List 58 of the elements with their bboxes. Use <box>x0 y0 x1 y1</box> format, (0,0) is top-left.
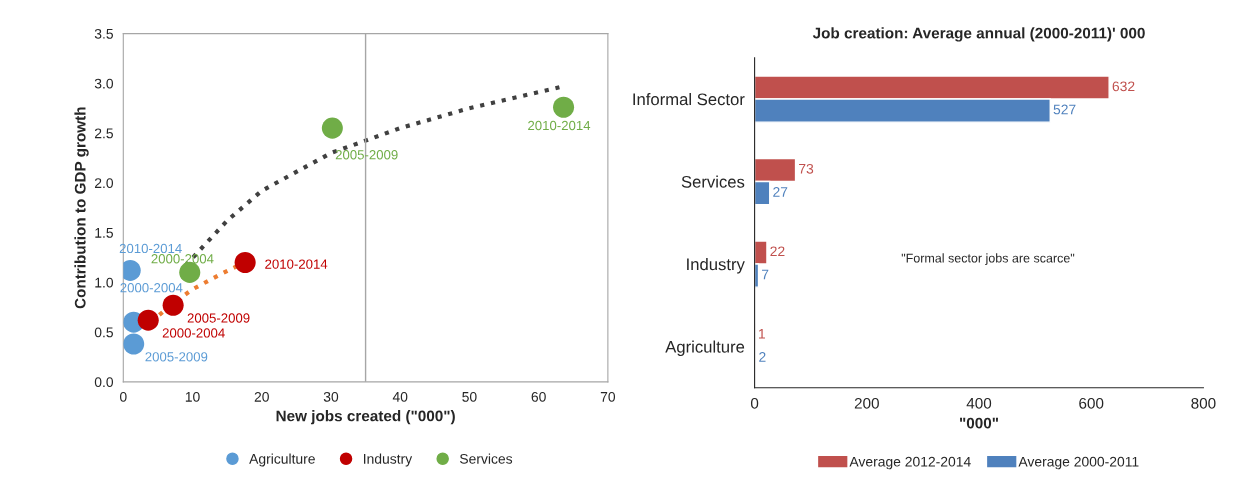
legend-label: Industry <box>364 453 413 467</box>
point <box>321 117 343 139</box>
data-label: 2005-2009 <box>145 352 208 362</box>
x-tick-label: 0 <box>750 397 759 409</box>
point <box>234 251 256 273</box>
y-tick-label: Industry <box>687 258 745 274</box>
data-label: 2000-2004 <box>120 283 183 293</box>
y-tick-label: 0.5 <box>94 327 113 338</box>
x-tick-label: 600 <box>1079 397 1104 409</box>
legend-label: Services <box>459 453 513 464</box>
point <box>137 309 159 331</box>
data-label: 2005-2009 <box>187 313 250 323</box>
legend-label: Average 2000-2011 <box>1018 456 1139 470</box>
y-tick-label: Services <box>681 175 745 188</box>
data-label: 2010-2014 <box>119 243 182 254</box>
y-tick-label: 1.0 <box>95 277 114 288</box>
x-axis-title: New jobs created ("000") <box>276 410 455 425</box>
data-label: 73 <box>799 163 814 174</box>
x-tick-label: 800 <box>1191 397 1216 409</box>
y-axis-title: Contribution to GDP growth <box>74 107 89 309</box>
x-tick-label: 10 <box>185 391 200 402</box>
data-label: 1 <box>758 329 765 339</box>
data-label: 2 <box>759 351 766 362</box>
data-label: 527 <box>1053 104 1076 115</box>
annotation: "Formal sector jobs are scarce" <box>901 253 1075 265</box>
x-tick-label: 20 <box>254 391 269 402</box>
point <box>162 294 184 316</box>
legend-label: Average 2012-2014 <box>849 456 971 470</box>
x-tick-label: 0 <box>119 391 127 402</box>
y-tick-label: 2.0 <box>94 178 114 189</box>
legend-label: Agriculture <box>249 453 315 467</box>
data-label: 2010-2014 <box>265 259 328 269</box>
x-tick-label: 200 <box>854 397 879 409</box>
data-label: 27 <box>773 186 788 197</box>
data-label: 2010-2014 <box>528 120 591 131</box>
y-tick-label: 0.0 <box>94 377 114 388</box>
data-label: 2000-2004 <box>162 328 225 338</box>
y-tick-label: 2.5 <box>94 128 113 139</box>
y-tick-label: 1.5 <box>95 228 113 238</box>
x-axis-title: "000" <box>960 417 998 429</box>
y-tick-label: 3.5 <box>94 28 113 39</box>
x-tick-label: 30 <box>323 391 339 402</box>
y-tick-label: Informal Sector <box>633 93 745 106</box>
y-tick-label: 3.0 <box>94 78 114 89</box>
x-tick-label: 50 <box>462 391 477 402</box>
y-tick-label: Agriculture <box>665 340 745 357</box>
data-label: 22 <box>770 246 785 257</box>
x-tick-label: 400 <box>966 397 992 409</box>
chart-title: Job creation: Average annual (2000-2011)' 000 <box>812 27 1145 42</box>
x-tick-label: 70 <box>600 391 616 402</box>
data-label: 2005-2009 <box>335 150 398 160</box>
data-label: 7 <box>762 269 769 280</box>
point <box>553 96 575 118</box>
x-tick-label: 40 <box>392 391 408 402</box>
data-label: 632 <box>1112 81 1135 92</box>
x-tick-label: 60 <box>531 391 546 402</box>
point <box>123 333 145 355</box>
data-label: 2000-2004 <box>151 254 214 264</box>
